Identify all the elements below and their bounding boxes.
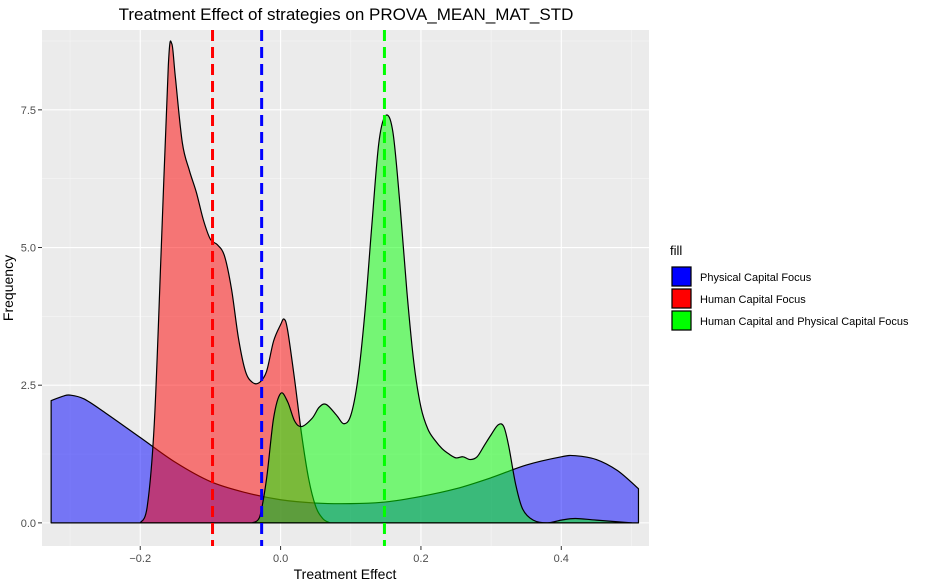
legend-swatch bbox=[671, 310, 692, 331]
x-tick-label: 0.4 bbox=[554, 553, 569, 565]
chart-title: Treatment Effect of strategies on PROVA_… bbox=[119, 5, 574, 24]
x-tick-label: 0.2 bbox=[413, 553, 428, 565]
legend: fill Physical Capital Focus Human Capital… bbox=[670, 243, 909, 331]
y-axis-title: Frequency bbox=[0, 255, 16, 321]
legend-items: Physical Capital Focus Human Capital Focu… bbox=[671, 266, 909, 331]
y-tick-label: 7.5 bbox=[21, 105, 36, 117]
legend-label: Human Capital Focus bbox=[700, 294, 806, 306]
legend-title: fill bbox=[670, 243, 682, 258]
x-axis-title: Treatment Effect bbox=[294, 566, 397, 582]
x-tick-label: −0.2 bbox=[129, 553, 151, 565]
legend-label: Human Capital and Physical Capital Focus bbox=[700, 316, 909, 328]
legend-swatch bbox=[671, 266, 692, 287]
density-area-human-capital-and-physical-capital-focus bbox=[251, 114, 633, 524]
y-tick-label: 0.0 bbox=[21, 518, 36, 530]
y-tick-label: 2.5 bbox=[21, 380, 36, 392]
density-areas bbox=[50, 40, 640, 524]
legend-swatch bbox=[671, 288, 692, 309]
x-axis: −0.2 0.0 0.2 0.4 bbox=[129, 546, 569, 565]
y-tick-label: 5.0 bbox=[21, 243, 36, 255]
mean-lines bbox=[211, 30, 386, 546]
y-axis: 0.0 2.5 5.0 7.5 bbox=[21, 105, 42, 530]
x-tick-label: 0.0 bbox=[273, 553, 288, 565]
legend-label: Physical Capital Focus bbox=[700, 272, 812, 284]
